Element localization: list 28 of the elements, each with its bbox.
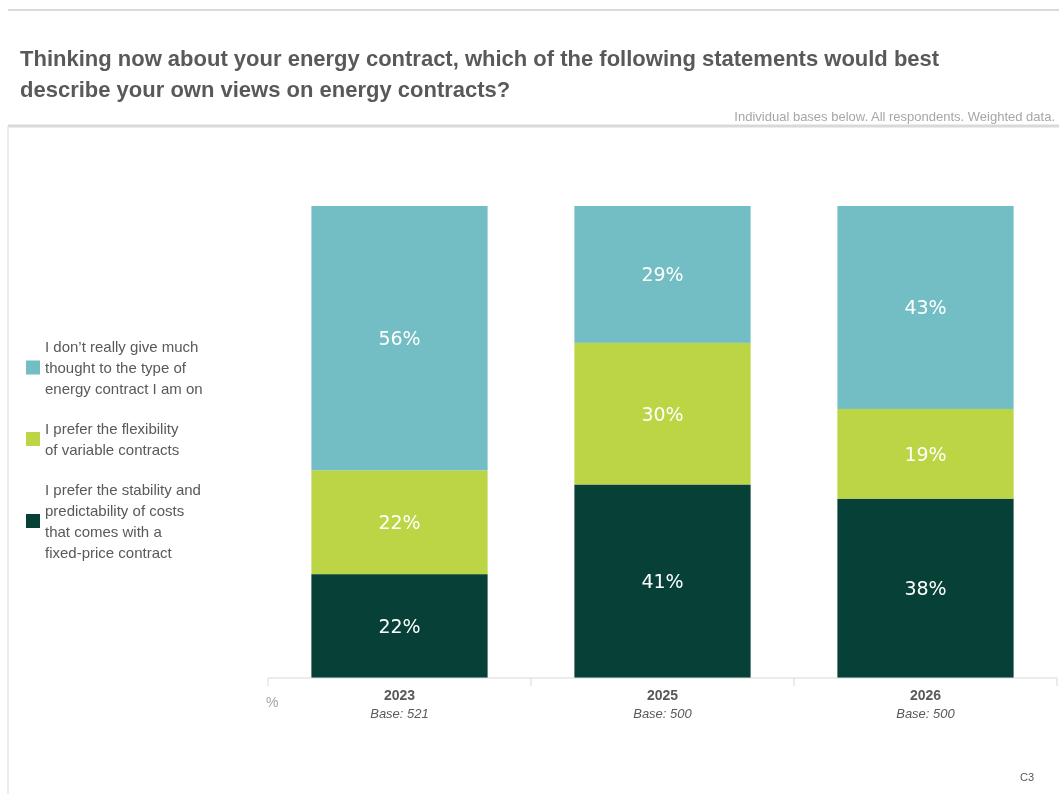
x-tick-label: 2023 Base: 521 (370, 687, 429, 721)
bar (574, 342, 751, 485)
data-label: 22% (378, 615, 421, 638)
x-tick-label: 2025 Base: 500 (633, 687, 693, 721)
legend-label: I prefer the stability and predictability of costs that comes with a fixed-price contract (45, 481, 201, 561)
data-label: 22% (378, 511, 421, 534)
data-label: 43% (904, 296, 947, 319)
bar (311, 206, 488, 471)
text: % (266, 694, 279, 710)
data-label: 38% (904, 577, 947, 600)
data-label: 30% (641, 402, 684, 425)
data-label: 56% (378, 327, 421, 350)
x-tick-label: 2026 Base: 500 (896, 687, 956, 721)
legend-label: I don’t really give much thought to the type of energy contract I am on (45, 338, 203, 397)
data-label: 19% (904, 442, 947, 465)
bar (837, 408, 1014, 499)
data-label: 41% (641, 570, 684, 593)
legend-label: I prefer the flexibility of variable contracts (45, 420, 180, 458)
text: C3 (1019, 771, 1034, 783)
bar (574, 206, 751, 343)
bar (837, 206, 1014, 409)
bar (837, 498, 1014, 678)
bar (311, 470, 488, 575)
data-label: 29% (641, 263, 684, 286)
bar (574, 484, 751, 678)
bar (311, 574, 488, 678)
chart-title: Thinking now about your energy contract, which of the following statements would best describe your own views on energy contracts? (20, 46, 940, 102)
chart-subtitle: Individual bases below. All respondents. Weighted data. (734, 109, 1055, 124)
